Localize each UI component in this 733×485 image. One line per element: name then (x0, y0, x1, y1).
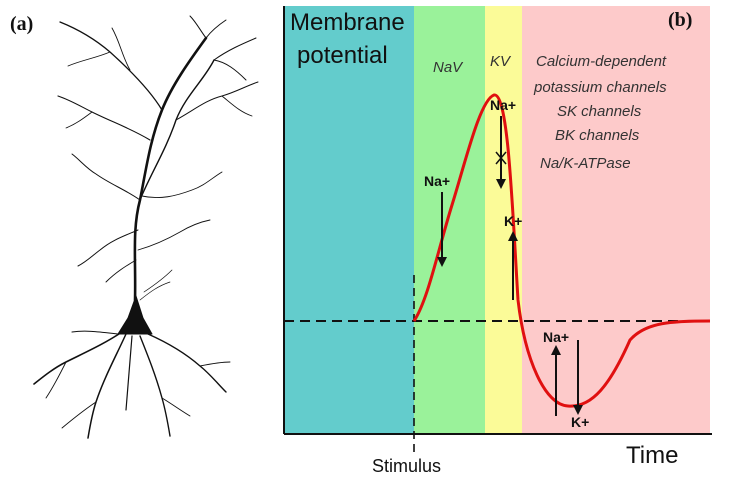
channel-line-potassium: potassium channels (533, 79, 667, 96)
nav-phase-region (414, 6, 485, 434)
na-depolarization-label: Na+ (424, 173, 450, 189)
k-hyperpolarization-label: K+ (571, 414, 589, 430)
channel-line-sk: SK channels (557, 103, 642, 120)
channel-line-bk: BK channels (555, 127, 640, 144)
panel-b-label: (b) (668, 9, 692, 31)
y-axis-label-line2: potential (297, 42, 388, 69)
na-peak-label: Na+ (490, 97, 516, 113)
k-repolarization-label: K+ (504, 213, 522, 229)
stimulus-label: Stimulus (372, 456, 441, 476)
na-hyperpolarization-label: Na+ (543, 329, 569, 345)
panel-a-label: (a) (10, 13, 33, 35)
after-phase-channel-list: Calcium-dependent potassium channels SK … (533, 53, 667, 172)
kv-channel-label: KV (490, 53, 512, 70)
x-axis-label: Time (626, 442, 678, 469)
afterhyperpolarization-region (522, 6, 710, 434)
action-potential-curve (412, 93, 711, 408)
y-axis-label-line1: Membrane (290, 9, 405, 36)
resting-phase-region (284, 6, 414, 434)
na-block-cross-icon (495, 151, 507, 165)
channel-line-calcium: Calcium-dependent (536, 53, 667, 70)
nav-channel-label: NaV (433, 59, 464, 76)
channel-line-atpase: Na/K-ATPase (540, 155, 631, 172)
kv-phase-region (485, 6, 522, 434)
pyramidal-neuron-drawing (33, 15, 259, 439)
